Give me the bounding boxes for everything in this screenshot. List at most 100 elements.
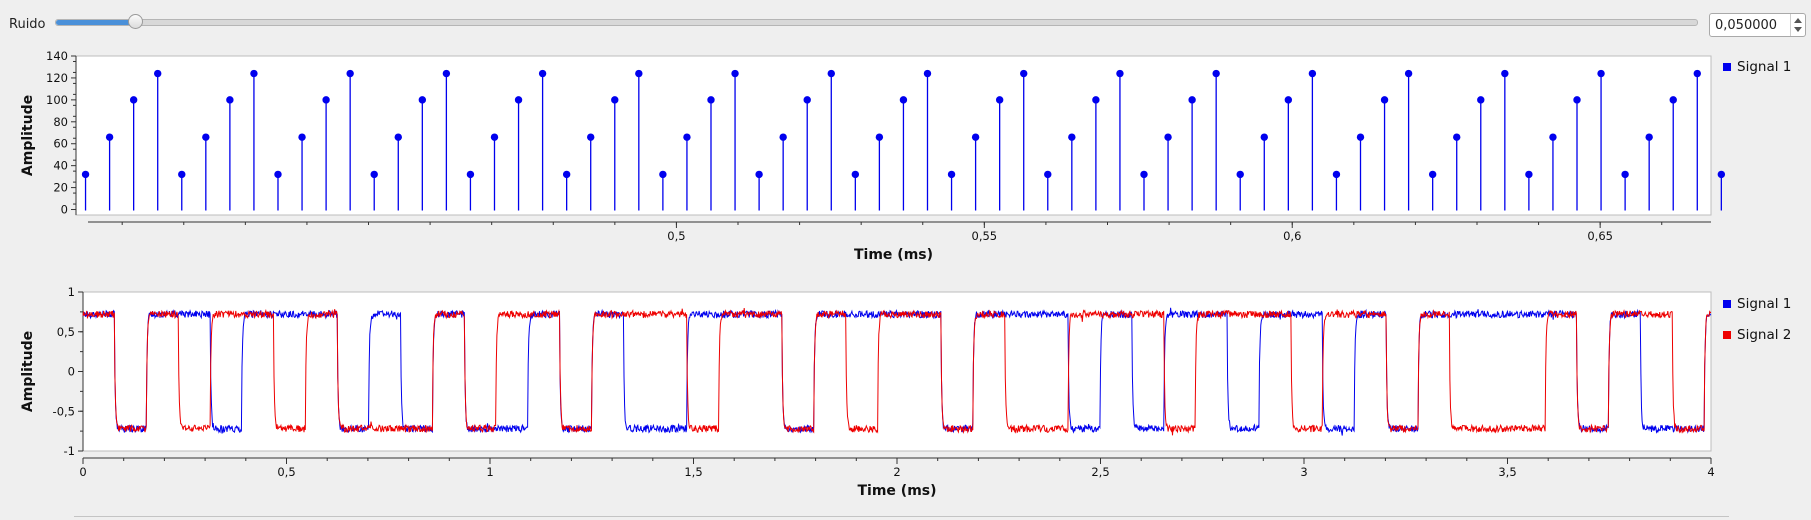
stem-marker bbox=[1717, 170, 1726, 179]
stem-marker bbox=[1501, 69, 1509, 78]
stem-marker bbox=[755, 170, 763, 179]
stem-marker bbox=[1212, 69, 1220, 78]
stem-marker bbox=[1092, 96, 1100, 104]
stem-marker bbox=[1332, 170, 1341, 179]
stem-marker bbox=[105, 133, 114, 141]
y-tick-label: 0,5 bbox=[57, 325, 75, 339]
bottom-divider bbox=[74, 516, 1729, 517]
stem-marker bbox=[851, 170, 860, 179]
stem-marker bbox=[707, 96, 715, 104]
x-tick-label: 0 bbox=[79, 465, 86, 479]
stem-marker bbox=[1573, 96, 1581, 104]
stem-marker bbox=[129, 96, 138, 104]
stem-marker bbox=[1404, 69, 1413, 78]
legend-label: Signal 1 bbox=[1737, 296, 1791, 312]
stem-marker bbox=[1477, 96, 1485, 104]
stem-marker bbox=[1428, 170, 1437, 179]
y-tick-label: 40 bbox=[53, 159, 68, 173]
legend-label: Signal 2 bbox=[1737, 327, 1791, 343]
y-tick-label: 0 bbox=[61, 203, 68, 217]
x-tick-label: 0,5 bbox=[277, 465, 295, 479]
stem-marker bbox=[562, 170, 571, 179]
series-line-2 bbox=[82, 308, 1712, 436]
stem-marker bbox=[1308, 69, 1317, 78]
stem-marker bbox=[1260, 133, 1268, 141]
x-tick-label: 4 bbox=[1707, 465, 1714, 479]
stem-marker bbox=[1621, 170, 1629, 179]
stem-marker bbox=[250, 69, 258, 78]
stem-marker bbox=[154, 69, 162, 78]
y-tick-label: 120 bbox=[46, 71, 68, 85]
stem-marker bbox=[1645, 133, 1653, 141]
stem-marker bbox=[683, 133, 691, 141]
stem-marker bbox=[587, 133, 595, 141]
x-axis-label: Time (ms) bbox=[857, 483, 936, 499]
stem-marker bbox=[298, 133, 306, 141]
stem-marker bbox=[1669, 96, 1677, 104]
slider-handle[interactable] bbox=[128, 14, 144, 29]
legend-swatch bbox=[1723, 300, 1731, 308]
stem-marker bbox=[466, 170, 475, 179]
spin-down-icon[interactable] bbox=[1794, 27, 1802, 32]
stem-marker bbox=[490, 133, 499, 141]
x-axis-label: Time (ms) bbox=[854, 247, 933, 263]
stem-marker bbox=[731, 69, 739, 78]
stem-marker bbox=[827, 69, 835, 78]
stem-marker bbox=[1116, 69, 1124, 78]
stem-marker bbox=[442, 69, 451, 78]
stem-marker bbox=[1020, 69, 1028, 78]
stem-marker bbox=[803, 96, 811, 104]
x-tick-label: 2,5 bbox=[1091, 465, 1109, 479]
noise-slider[interactable] bbox=[55, 14, 1698, 30]
stem-marker bbox=[875, 133, 884, 141]
stem-marker bbox=[322, 96, 330, 104]
y-axis-label: Amplitude bbox=[20, 95, 36, 176]
x-tick-label: 1,5 bbox=[684, 465, 702, 479]
legend-swatch bbox=[1723, 63, 1731, 71]
slider-fill bbox=[56, 20, 136, 25]
stem-marker bbox=[995, 96, 1004, 104]
stem-marker bbox=[1236, 170, 1244, 179]
y-tick-label: 60 bbox=[53, 137, 68, 151]
x-tick-label: 0,65 bbox=[1587, 229, 1613, 243]
x-tick-label: 0,6 bbox=[1283, 229, 1301, 243]
stem-marker bbox=[1140, 170, 1148, 179]
stem-marker bbox=[226, 96, 234, 104]
y-tick-label: 80 bbox=[53, 115, 68, 129]
slider-track[interactable] bbox=[55, 19, 1698, 26]
stem-marker bbox=[971, 133, 980, 141]
stem-marker bbox=[923, 69, 932, 78]
stem-marker bbox=[346, 69, 354, 78]
y-tick-label: 1 bbox=[68, 285, 75, 299]
stem-marker bbox=[202, 133, 210, 141]
stem-marker bbox=[514, 96, 523, 104]
noise-value[interactable]: 0,050000 bbox=[1715, 18, 1778, 33]
stem-marker bbox=[178, 170, 186, 179]
x-tick-label: 0,5 bbox=[667, 229, 685, 243]
stem-marker bbox=[1164, 133, 1172, 141]
stem-marker bbox=[1284, 96, 1293, 104]
stem-marker bbox=[81, 170, 90, 179]
spin-up-icon[interactable] bbox=[1794, 18, 1802, 23]
stem-marker bbox=[418, 96, 427, 104]
y-tick-label: -1 bbox=[64, 444, 75, 458]
stem-marker bbox=[779, 133, 787, 141]
y-tick-label: 100 bbox=[46, 93, 68, 107]
legend-swatch bbox=[1723, 331, 1731, 339]
noise-toolbar: Ruido 0,050000 bbox=[0, 0, 1811, 50]
stem-marker bbox=[1380, 96, 1389, 104]
y-tick-label: 0 bbox=[68, 365, 75, 379]
stem-marker bbox=[370, 170, 378, 179]
spin-buttons[interactable] bbox=[1790, 14, 1805, 36]
noise-spinbox[interactable]: 0,050000 bbox=[1709, 13, 1806, 37]
plot-area bbox=[82, 291, 1712, 452]
stem-marker bbox=[274, 170, 282, 179]
stem-marker bbox=[635, 69, 643, 78]
stem-marker bbox=[659, 170, 667, 179]
stem-marker bbox=[1068, 133, 1076, 141]
plot-area bbox=[75, 55, 1712, 216]
stem-marker bbox=[611, 96, 619, 104]
x-tick-label: 3,5 bbox=[1498, 465, 1516, 479]
y-tick-label: -0,5 bbox=[53, 404, 75, 418]
